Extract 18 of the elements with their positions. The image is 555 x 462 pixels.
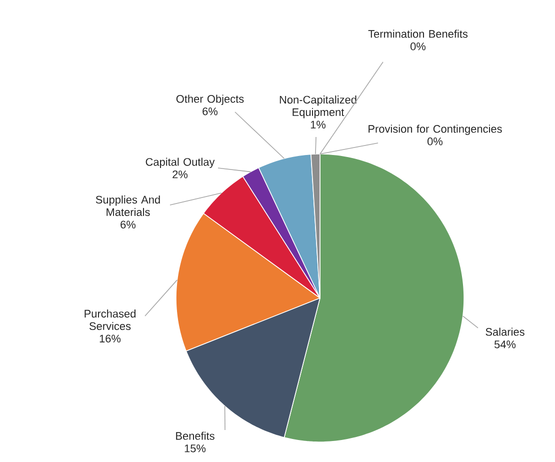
category-label: Termination Benefits <box>368 30 468 38</box>
slice-label: Other Objects <box>176 94 244 105</box>
category-label: Provision for Contingencies <box>368 124 502 135</box>
data-label: 2% <box>172 170 188 178</box>
slice-label: Non-Capitalized Equipment <box>280 96 356 118</box>
slice-label: Benefits <box>176 432 214 440</box>
slice-label: Supplies And Materials <box>96 196 160 216</box>
data-label: 16% <box>100 334 121 342</box>
slice-label: Salaries <box>486 328 524 336</box>
data-label: 6% <box>120 220 136 228</box>
slice-label: Purchased Services <box>84 310 136 330</box>
text: 0% <box>410 42 426 50</box>
data-label: 6% <box>202 107 218 116</box>
text: 0% <box>428 137 443 146</box>
data-label: 1% <box>310 120 326 128</box>
data-label: 15% <box>184 444 206 452</box>
slice-label: Capital Outlay <box>146 158 215 168</box>
data-label: 54% <box>494 340 516 348</box>
